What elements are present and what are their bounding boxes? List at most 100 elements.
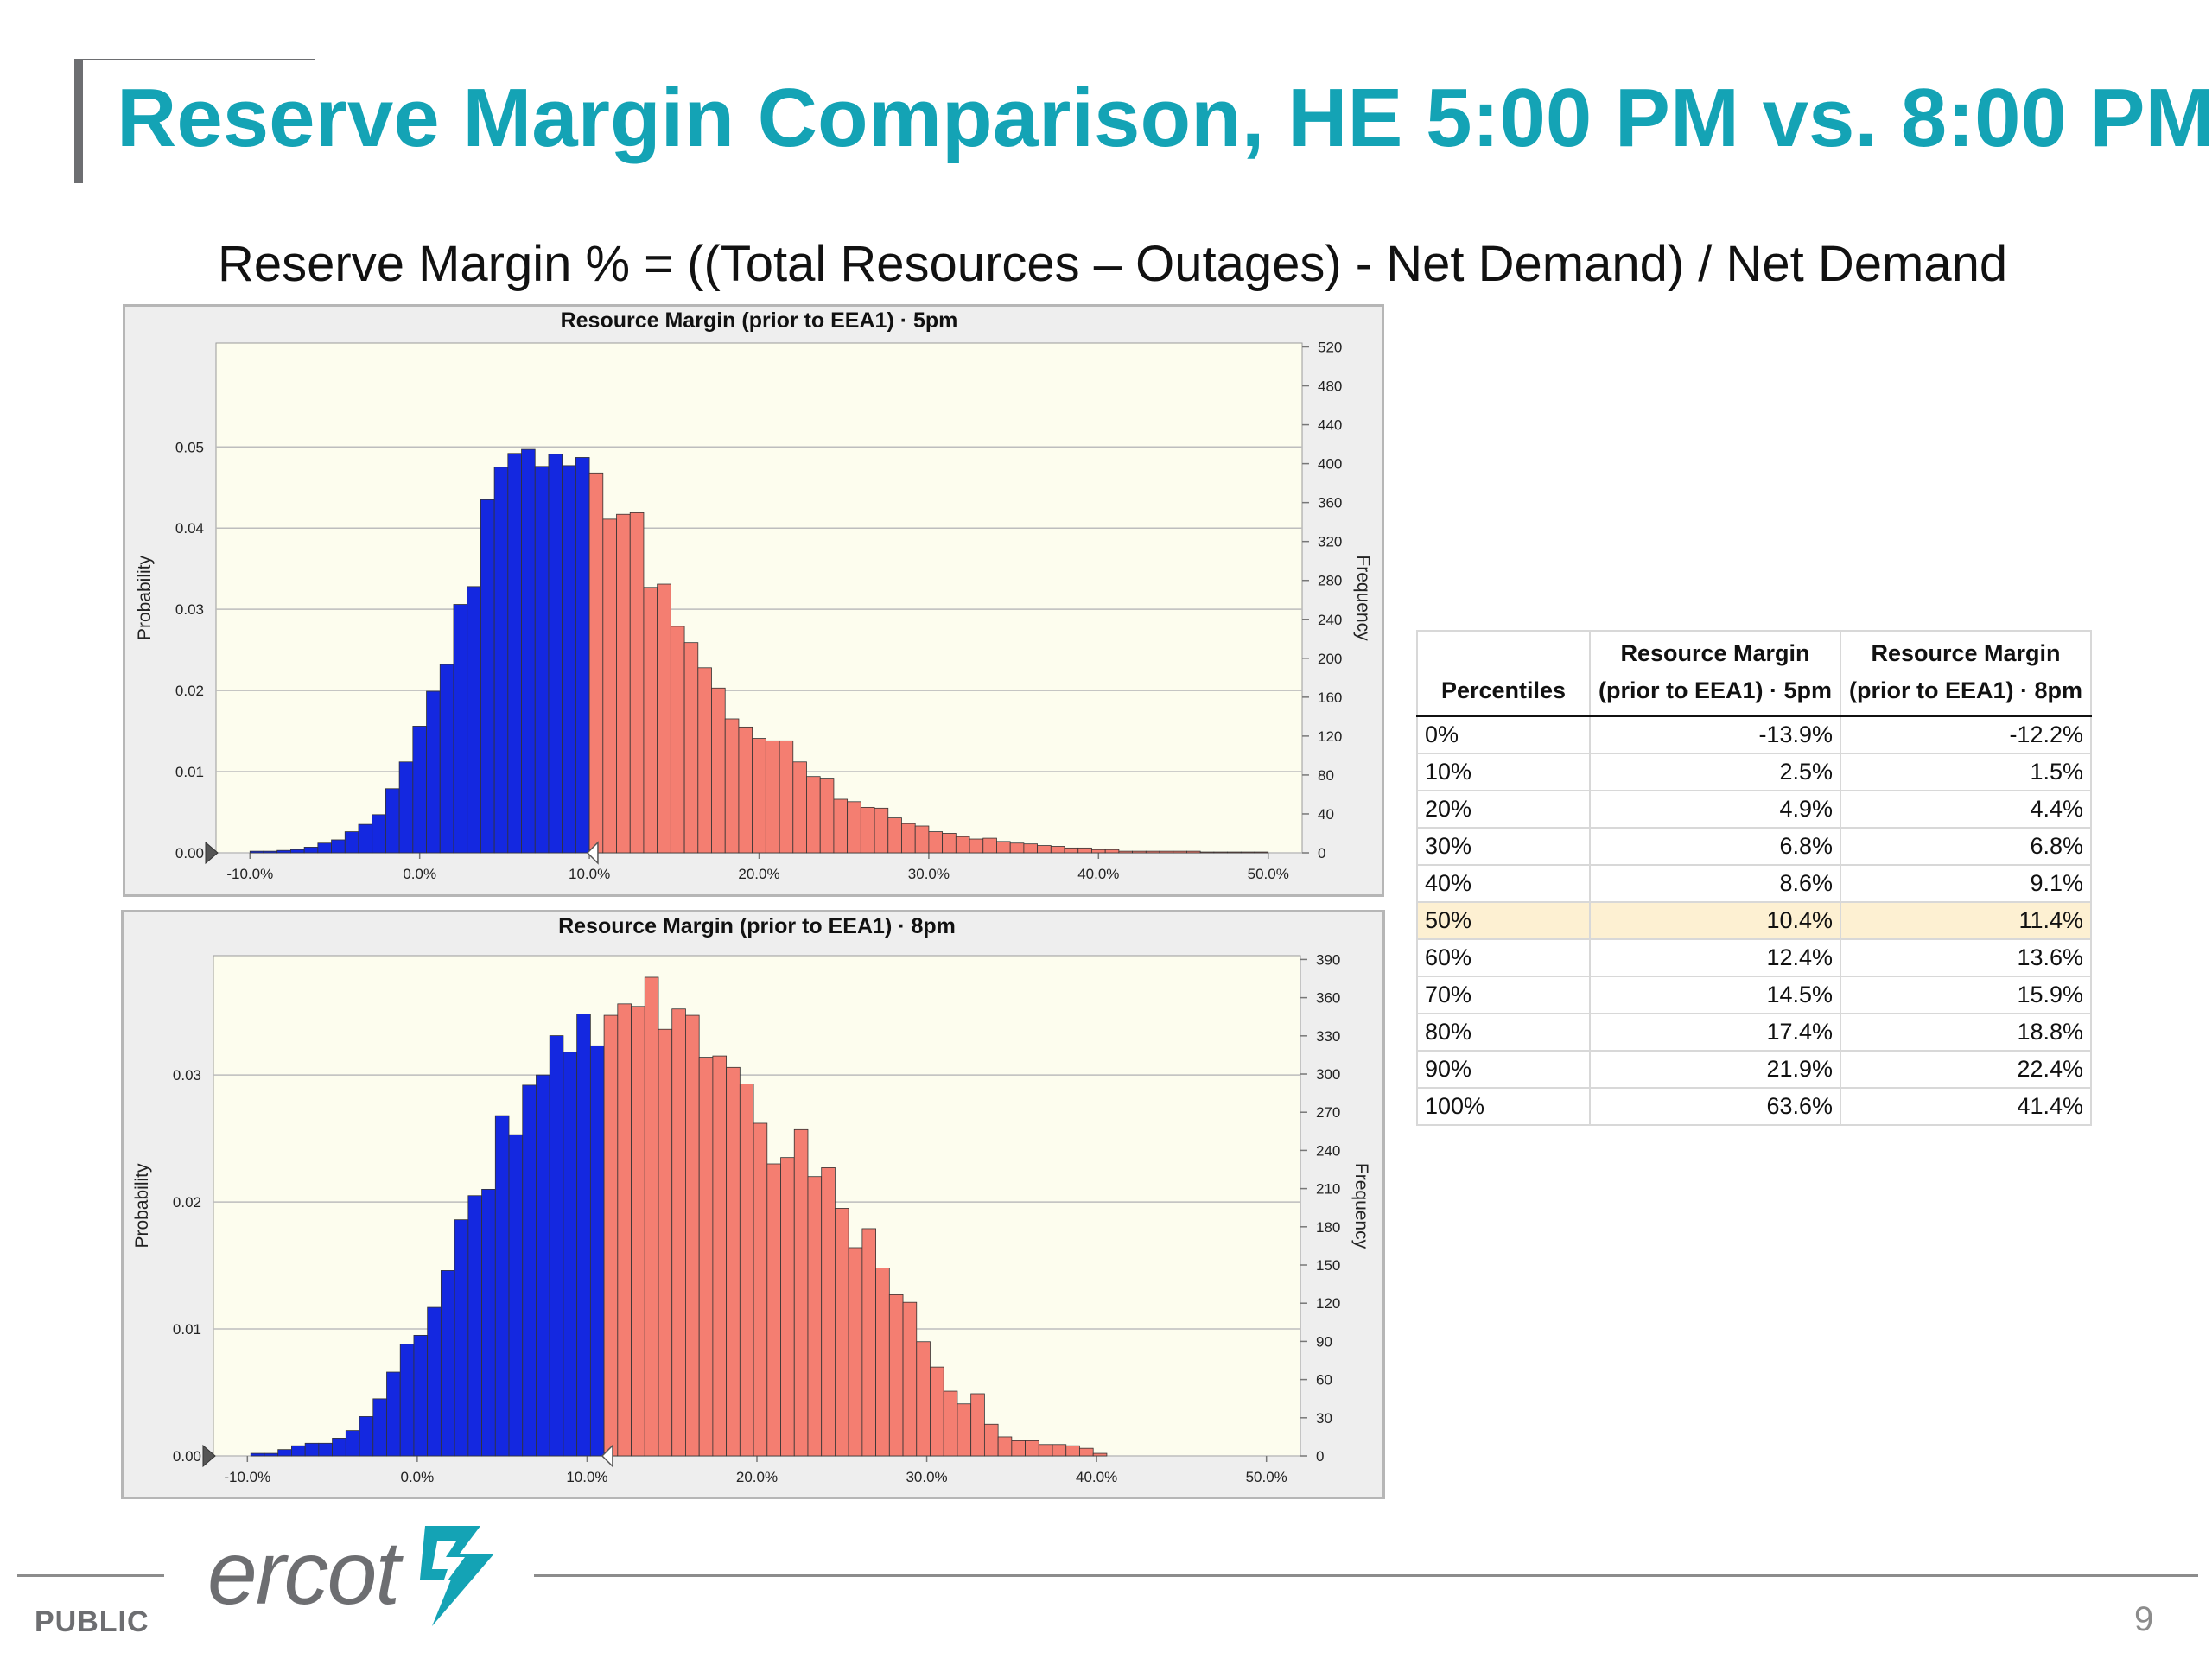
y-axis-label: Probability (135, 555, 155, 640)
histogram-bar (1065, 1445, 1080, 1457)
histogram-bar (250, 1452, 265, 1457)
y-tick-label: 0.02 (175, 683, 204, 699)
histogram-bar (902, 1301, 918, 1457)
histogram-bar (901, 823, 916, 854)
histogram-bar (386, 1371, 401, 1457)
y2-tick-label: 40 (1318, 806, 1334, 823)
histogram-bar (1038, 1444, 1053, 1457)
ercot-bolt-icon (420, 1526, 494, 1626)
histogram-bar (480, 499, 495, 854)
y2-axis-label: Frequency (1353, 555, 1373, 641)
margin-8pm-cell: 13.6% (1840, 938, 2091, 977)
histogram-bar (943, 1390, 958, 1457)
margin-8pm-cell: 18.8% (1840, 1013, 2091, 1052)
histogram-bar (914, 825, 930, 854)
histogram-bar (711, 687, 726, 854)
margin-8pm-cell: 9.1% (1840, 864, 2091, 903)
histogram-bar (385, 788, 400, 854)
y2-tick-label: 300 (1316, 1066, 1340, 1083)
y2-tick-label: 280 (1318, 573, 1342, 589)
title-accent-rule (83, 59, 315, 60)
histogram-bar (819, 778, 835, 854)
histogram-bar (249, 850, 264, 854)
margin-8pm-cell: 1.5% (1840, 753, 2091, 791)
margin-5pm-cell: 4.9% (1589, 790, 1840, 829)
histogram-bar (698, 1057, 714, 1457)
histogram-bar (1240, 851, 1255, 854)
histogram-bar (439, 664, 454, 854)
histogram-bar (1132, 850, 1147, 854)
histogram-8pm-chart: Resource Margin (prior to EEA1) · 8pm 0.0… (132, 914, 1371, 1485)
histogram-bar (807, 1176, 823, 1457)
histogram-bar (440, 1270, 455, 1457)
histogram-bar (793, 1128, 809, 1457)
y2-tick-label: 400 (1318, 456, 1342, 473)
table-row: 80% 17.4% 18.8% (1417, 1013, 2091, 1052)
histogram-bar (712, 1055, 728, 1457)
histogram-bar (549, 1035, 564, 1457)
histogram-bar (928, 831, 944, 854)
histogram-bar (957, 1403, 972, 1457)
histogram-bar (522, 1084, 537, 1457)
histogram-bar (467, 586, 481, 854)
percentile-table: Percentiles Resource Margin (prior to EE… (1416, 630, 2092, 1127)
y-tick-label: 0.00 (175, 845, 204, 861)
histogram-bar (996, 841, 1011, 854)
margin-5pm-cell: 10.4% (1589, 901, 1840, 940)
table-row: 40% 8.6% 9.1% (1417, 864, 2091, 903)
x-tick-label: -10.0% (224, 1469, 270, 1485)
histogram-bar (848, 1247, 863, 1457)
margin-8pm-cell: 11.4% (1840, 901, 2091, 940)
histogram-bar (576, 1014, 591, 1457)
percentile-cell: 30% (1417, 827, 1590, 866)
histogram-bar (916, 1341, 931, 1457)
histogram-bar (955, 836, 970, 854)
y2-tick-label: 180 (1316, 1219, 1340, 1236)
y2-tick-label: 390 (1316, 951, 1340, 968)
histogram-bar (1104, 849, 1120, 854)
chart-title: Resource Margin (prior to EEA1) · 5pm (561, 308, 958, 333)
histogram-bar (821, 1167, 836, 1457)
histogram-bar (631, 1006, 645, 1457)
table-row: 10% 2.5% 1.5% (1417, 753, 2091, 791)
y2-tick-label: 270 (1316, 1104, 1340, 1121)
x-tick-label: 20.0% (736, 1469, 778, 1485)
histogram-bar (833, 798, 849, 854)
histogram-bar (603, 1014, 619, 1457)
histogram-bar (753, 1122, 768, 1457)
histogram-bar (1199, 851, 1215, 854)
margin-8pm-cell: 15.9% (1840, 976, 2091, 1014)
y2-tick-label: 200 (1318, 651, 1342, 667)
histogram-bar (1064, 847, 1079, 854)
reserve-margin-formula: Reserve Margin % = ((Total Resources – O… (218, 236, 2008, 292)
histogram-bar (629, 512, 645, 854)
histogram-bar (779, 740, 794, 854)
table-row: 30% 6.8% 6.8% (1417, 827, 2091, 866)
histogram-bar (671, 1008, 686, 1457)
percentile-cell: 90% (1417, 1050, 1590, 1089)
percentile-cell: 70% (1417, 976, 1590, 1014)
histogram-bar (494, 1115, 510, 1457)
histogram-bar (534, 466, 550, 854)
x-tick-label: 40.0% (1077, 866, 1119, 882)
y2-tick-label: 0 (1318, 845, 1325, 861)
histogram-5pm-chart: Resource Margin (prior to EEA1) · 5pm 0.0… (135, 308, 1373, 882)
margin-8pm-cell: 6.8% (1840, 827, 2091, 866)
y2-axis-label: Frequency (1351, 1163, 1371, 1249)
table-header-row: Percentiles Resource Margin (prior to EE… (1417, 631, 2091, 718)
y2-tick-label: 520 (1318, 340, 1342, 356)
histogram-bar (358, 823, 373, 854)
histogram-bar (427, 1306, 442, 1457)
margin-5pm-cell: 12.4% (1589, 938, 1840, 977)
histogram-bar (765, 740, 780, 854)
column-header-8pm: Resource Margin (prior to EEA1) · 8pm (1840, 631, 2091, 718)
y2-tick-label: 320 (1318, 534, 1342, 550)
y2-tick-label: 360 (1316, 990, 1340, 1007)
percentile-cell: 100% (1417, 1087, 1590, 1126)
x-tick-label: 0.0% (403, 866, 436, 882)
histogram-bar (780, 1157, 795, 1457)
y-tick-label: 0.01 (175, 764, 204, 780)
margin-5pm-cell: 63.6% (1589, 1087, 1840, 1126)
histogram-bar (562, 465, 576, 854)
histogram-8pm-panel: Resource Margin (prior to EEA1) · 8pm 0.0… (121, 910, 1385, 1499)
